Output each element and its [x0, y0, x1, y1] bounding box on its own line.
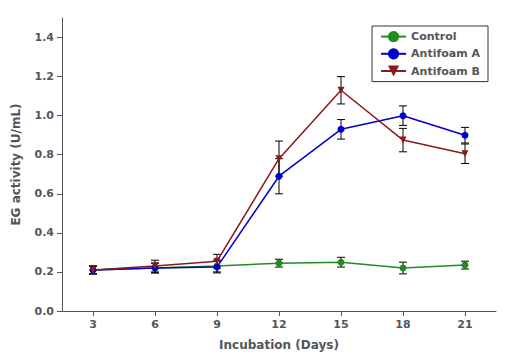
- svg-text:6: 6: [151, 318, 159, 331]
- svg-text:1.2: 1.2: [35, 70, 55, 83]
- svg-text:Antifoam A: Antifoam A: [411, 47, 480, 60]
- svg-text:0.4: 0.4: [35, 226, 55, 239]
- svg-text:0.8: 0.8: [35, 148, 55, 161]
- svg-text:Antifoam B: Antifoam B: [411, 65, 480, 78]
- svg-text:EG activity (U/mL): EG activity (U/mL): [9, 103, 23, 225]
- svg-text:0.0: 0.0: [35, 305, 55, 318]
- svg-text:Incubation (Days): Incubation (Days): [219, 338, 339, 352]
- svg-text:15: 15: [333, 318, 348, 331]
- svg-text:Control: Control: [411, 30, 456, 43]
- svg-text:18: 18: [395, 318, 410, 331]
- svg-text:21: 21: [457, 318, 472, 331]
- svg-text:0.6: 0.6: [35, 187, 55, 200]
- svg-text:0.2: 0.2: [35, 265, 55, 278]
- svg-text:9: 9: [213, 318, 221, 331]
- svg-text:1.4: 1.4: [35, 31, 55, 44]
- svg-text:3: 3: [89, 318, 97, 331]
- svg-text:12: 12: [271, 318, 286, 331]
- svg-text:1.0: 1.0: [35, 109, 55, 122]
